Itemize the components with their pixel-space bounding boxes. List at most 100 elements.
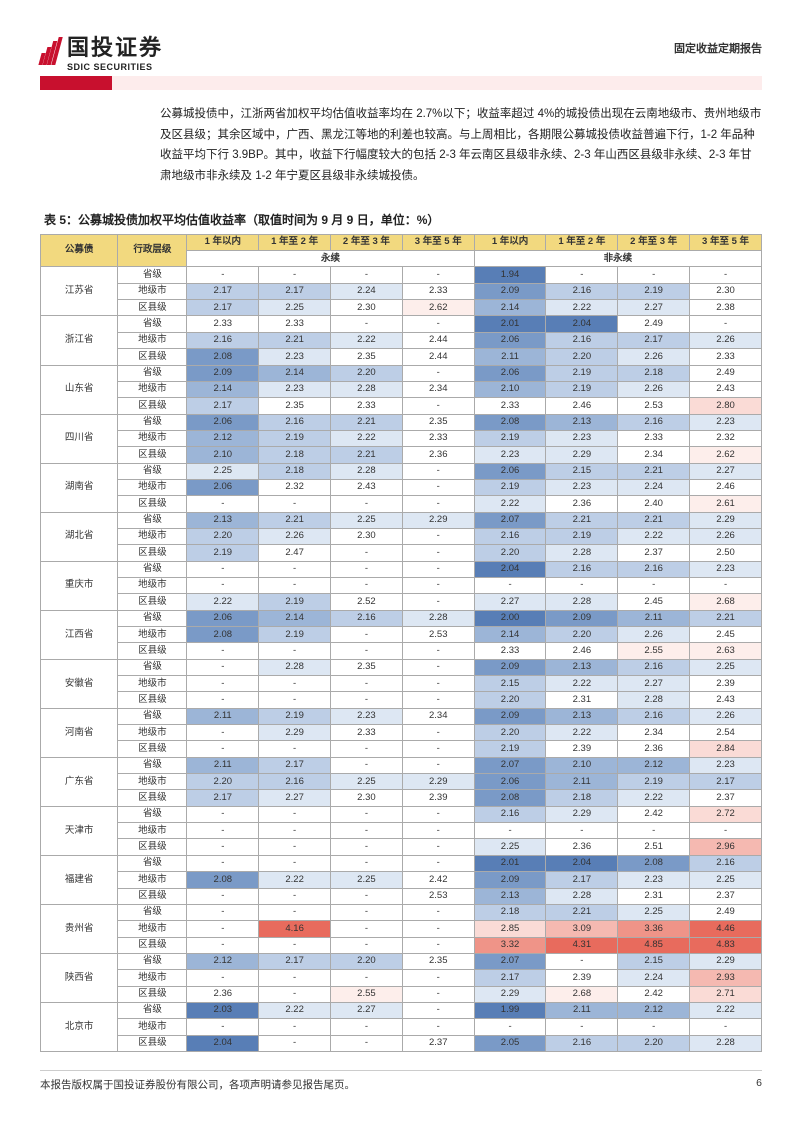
level-cell: 地级市 (118, 921, 187, 937)
value-cell: - (331, 643, 403, 659)
value-cell: - (331, 839, 403, 855)
table-row: 湖北省省级2.132.212.252.292.072.212.212.29 (41, 512, 762, 528)
value-cell: 2.47 (259, 545, 331, 561)
level-cell: 省级 (118, 512, 187, 528)
value-cell: 2.93 (690, 970, 762, 986)
value-cell: 2.96 (690, 839, 762, 855)
value-cell: 2.19 (187, 545, 259, 561)
value-cell: 2.32 (259, 479, 331, 495)
value-cell: 2.22 (690, 1002, 762, 1018)
value-cell: 2.17 (690, 774, 762, 790)
value-cell: 2.21 (546, 904, 618, 920)
table-row: 区县级----3.324.314.854.83 (41, 937, 762, 953)
value-cell: 4.85 (618, 937, 690, 953)
value-cell: - (187, 561, 259, 577)
province-cell: 湖北省 (41, 512, 118, 561)
value-cell: 2.45 (690, 627, 762, 643)
value-cell: 2.11 (618, 610, 690, 626)
level-cell: 地级市 (118, 577, 187, 593)
level-cell: 省级 (118, 267, 187, 283)
value-cell: 2.17 (546, 872, 618, 888)
value-cell: 2.27 (690, 463, 762, 479)
value-cell: - (187, 888, 259, 904)
value-cell: 1.94 (474, 267, 546, 283)
value-cell: - (402, 839, 474, 855)
value-cell: 2.16 (546, 283, 618, 299)
level-cell: 区县级 (118, 790, 187, 806)
province-cell: 河南省 (41, 708, 118, 757)
value-cell: - (331, 855, 403, 871)
value-cell: - (402, 643, 474, 659)
col-t4: 3 年至 5 年 (402, 234, 474, 250)
level-cell: 省级 (118, 708, 187, 724)
table-row: 地级市-------- (41, 823, 762, 839)
value-cell: 2.29 (690, 953, 762, 969)
value-cell: 2.19 (474, 479, 546, 495)
level-cell: 省级 (118, 904, 187, 920)
value-cell: - (187, 806, 259, 822)
value-cell: 2.36 (546, 496, 618, 512)
value-cell: 2.18 (474, 904, 546, 920)
value-cell: 2.29 (690, 512, 762, 528)
value-cell: - (546, 823, 618, 839)
value-cell: 2.33 (259, 316, 331, 332)
value-cell: 2.16 (331, 610, 403, 626)
value-cell: 4.83 (690, 937, 762, 953)
value-cell: 2.29 (402, 512, 474, 528)
value-cell: - (259, 855, 331, 871)
value-cell: 2.55 (331, 986, 403, 1002)
value-cell: 2.23 (690, 757, 762, 773)
value-cell: 2.20 (546, 627, 618, 643)
level-cell: 地级市 (118, 381, 187, 397)
value-cell: - (259, 937, 331, 953)
document-label: 固定收益定期报告 (674, 40, 762, 56)
value-cell: - (259, 676, 331, 692)
value-cell: 2.23 (546, 430, 618, 446)
value-cell: - (402, 725, 474, 741)
province-cell: 江西省 (41, 610, 118, 659)
table-row: 浙江省省级2.332.33--2.012.042.49- (41, 316, 762, 332)
value-cell: 2.09 (474, 283, 546, 299)
value-cell: 2.22 (546, 676, 618, 692)
value-cell: - (402, 757, 474, 773)
value-cell: 2.42 (618, 986, 690, 1002)
value-cell: - (259, 806, 331, 822)
value-cell: 2.33 (402, 283, 474, 299)
col-t1: 1 年以内 (187, 234, 259, 250)
value-cell: 2.23 (618, 872, 690, 888)
value-cell: 2.14 (474, 300, 546, 316)
value-cell: - (546, 1019, 618, 1035)
level-cell: 区县级 (118, 839, 187, 855)
table-row: 区县级2.172.272.302.392.082.182.222.37 (41, 790, 762, 806)
value-cell: - (402, 921, 474, 937)
table-row: 区县级2.192.47--2.202.282.372.50 (41, 545, 762, 561)
value-cell: - (618, 1019, 690, 1035)
value-cell: - (259, 904, 331, 920)
value-cell: 2.26 (690, 528, 762, 544)
table-row: 重庆市省级----2.042.162.162.23 (41, 561, 762, 577)
level-cell: 省级 (118, 610, 187, 626)
value-cell: 2.17 (187, 283, 259, 299)
value-cell: 2.16 (618, 708, 690, 724)
value-cell: 2.36 (546, 839, 618, 855)
value-cell: - (331, 496, 403, 512)
table-row: 地级市2.082.222.252.422.092.172.232.25 (41, 872, 762, 888)
level-cell: 区县级 (118, 349, 187, 365)
value-cell: - (618, 577, 690, 593)
header-rule (40, 76, 762, 90)
value-cell: 2.06 (187, 479, 259, 495)
value-cell: 2.04 (546, 316, 618, 332)
value-cell: 2.23 (690, 414, 762, 430)
col-t2: 1 年至 2 年 (259, 234, 331, 250)
value-cell: 2.17 (259, 283, 331, 299)
value-cell: 2.21 (259, 512, 331, 528)
value-cell: 2.33 (690, 349, 762, 365)
level-cell: 省级 (118, 365, 187, 381)
value-cell: - (331, 692, 403, 708)
value-cell: 2.16 (690, 855, 762, 871)
province-cell: 浙江省 (41, 316, 118, 365)
value-cell: 2.29 (546, 806, 618, 822)
province-cell: 山东省 (41, 365, 118, 414)
col-level: 行政层级 (118, 234, 187, 267)
province-cell: 北京市 (41, 1002, 118, 1051)
